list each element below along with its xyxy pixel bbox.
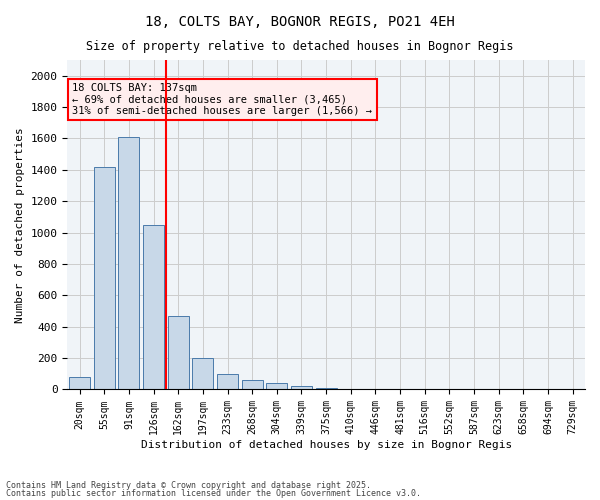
Bar <box>242 380 263 390</box>
Bar <box>340 388 361 390</box>
Text: 18, COLTS BAY, BOGNOR REGIS, PO21 4EH: 18, COLTS BAY, BOGNOR REGIS, PO21 4EH <box>145 15 455 29</box>
Bar <box>316 388 337 390</box>
X-axis label: Distribution of detached houses by size in Bognor Regis: Distribution of detached houses by size … <box>140 440 512 450</box>
Text: Contains public sector information licensed under the Open Government Licence v3: Contains public sector information licen… <box>6 488 421 498</box>
Text: Size of property relative to detached houses in Bognor Regis: Size of property relative to detached ho… <box>86 40 514 53</box>
Bar <box>217 374 238 390</box>
Text: Contains HM Land Registry data © Crown copyright and database right 2025.: Contains HM Land Registry data © Crown c… <box>6 481 371 490</box>
Y-axis label: Number of detached properties: Number of detached properties <box>15 127 25 322</box>
Bar <box>143 224 164 390</box>
Bar <box>168 316 188 390</box>
Bar <box>69 377 90 390</box>
Bar <box>266 383 287 390</box>
Text: 18 COLTS BAY: 137sqm
← 69% of detached houses are smaller (3,465)
31% of semi-de: 18 COLTS BAY: 137sqm ← 69% of detached h… <box>73 83 373 116</box>
Bar <box>94 166 115 390</box>
Bar <box>291 386 312 390</box>
Bar <box>118 137 139 390</box>
Bar <box>193 358 214 390</box>
